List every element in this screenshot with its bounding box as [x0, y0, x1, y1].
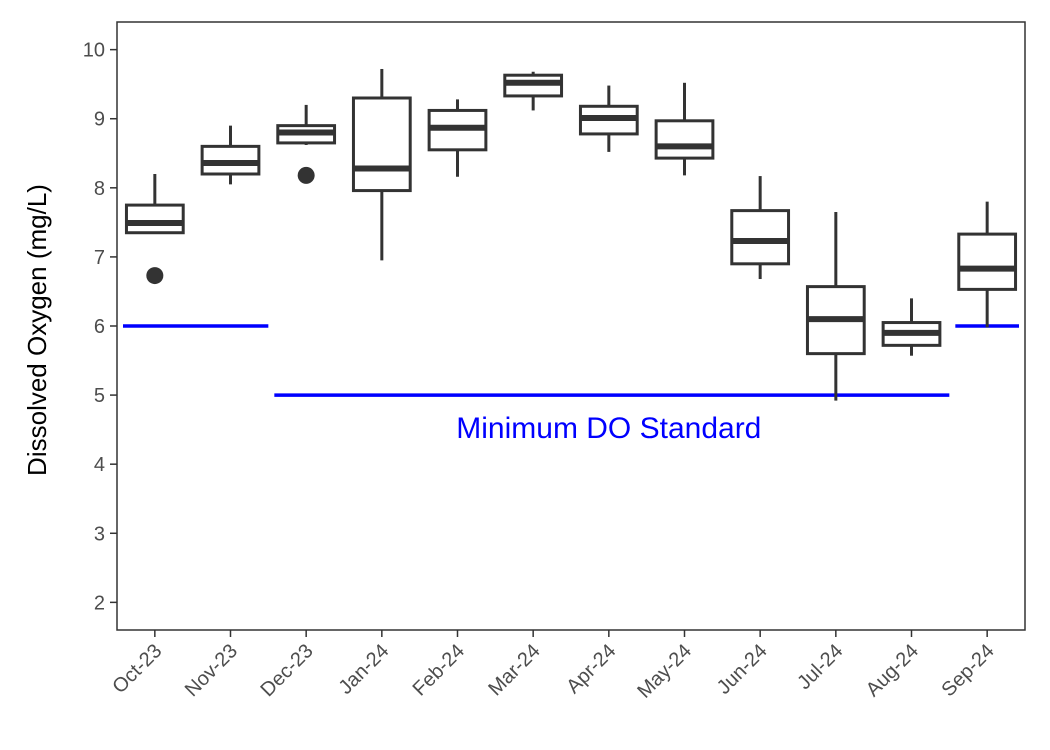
box-iqr: [124, 203, 185, 235]
y-axis-title: Dissolved Oxygen (mg/L): [22, 184, 52, 476]
box-iqr: [654, 119, 715, 160]
box-iqr: [957, 232, 1018, 291]
x-axis: Oct-23 Nov-23 Dec-23 Jan-24 Feb-24 Mar-24 Apr-…: [108, 630, 999, 703]
x-tick-label: Jun-24: [713, 640, 772, 699]
y-axis: 2 3 4 5 6 7 8 9 10: [83, 40, 117, 614]
box-iqr: [351, 96, 412, 193]
outlier-point: [146, 267, 164, 285]
y-tick-label: 4: [94, 454, 105, 476]
x-tick-label: Dec-23: [257, 640, 318, 701]
x-tick-label: Apr-24: [562, 640, 620, 698]
box-dec-23: [276, 104, 337, 184]
box-nov-23: [200, 125, 261, 185]
x-tick-label: Jan-24: [335, 640, 394, 699]
y-tick-label: 10: [83, 40, 105, 62]
boxes: [124, 68, 1018, 401]
box-jul-24: [805, 212, 866, 401]
box-sep-24: [957, 201, 1018, 328]
box-mar-24: [503, 71, 564, 111]
y-tick-label: 7: [94, 247, 105, 269]
x-tick-label: Mar-24: [484, 640, 544, 700]
x-tick-label: Nov-23: [181, 640, 242, 701]
box-jun-24: [730, 176, 791, 280]
y-tick-label: 2: [94, 592, 105, 614]
y-tick-label: 8: [94, 178, 105, 200]
x-tick-label: May-24: [633, 640, 696, 703]
box-may-24: [654, 82, 715, 176]
x-tick-label: Jul-24: [793, 640, 847, 694]
minimum-do-standard-label: Minimum DO Standard: [456, 412, 761, 445]
box-jan-24: [351, 68, 412, 261]
box-apr-24: [578, 85, 639, 152]
x-tick-label: Oct-23: [108, 640, 166, 698]
y-tick-label: 6: [94, 316, 105, 338]
box-aug-24: [881, 298, 942, 356]
box-oct-23: [124, 174, 185, 285]
y-tick-label: 9: [94, 109, 105, 131]
outlier-point: [297, 166, 315, 184]
box-iqr: [730, 209, 791, 266]
x-tick-label: Feb-24: [409, 640, 469, 700]
x-tick-label: Sep-24: [938, 640, 999, 701]
y-tick-label: 5: [94, 385, 105, 407]
box-feb-24: [427, 99, 488, 177]
x-tick-label: Aug-24: [862, 640, 923, 701]
y-tick-label: 3: [94, 523, 105, 545]
